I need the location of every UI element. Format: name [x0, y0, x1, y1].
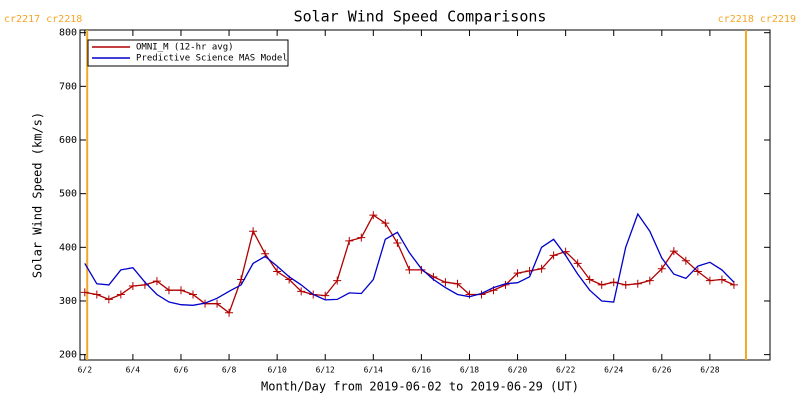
x-tick-label: 6/8	[222, 366, 237, 375]
data-point	[441, 278, 450, 287]
data-point	[164, 286, 173, 295]
y-tick-label: 500	[59, 189, 77, 200]
x-tick-label: 6/12	[316, 366, 335, 375]
data-point	[693, 267, 702, 276]
data-point	[152, 277, 161, 286]
legend-box	[87, 39, 289, 67]
data-point	[273, 267, 282, 276]
data-point	[705, 276, 714, 285]
y-tick-label: 300	[59, 296, 77, 307]
plot-frame	[79, 29, 771, 361]
data-point	[345, 236, 354, 245]
x-tick-label: 6/2	[78, 366, 93, 375]
data-point	[297, 287, 306, 296]
data-point	[573, 259, 582, 268]
rotation-label: cr2217 cr2218	[4, 14, 82, 25]
legend-label: OMNI_M (12-hr avg)	[136, 43, 234, 53]
x-tick-label: 6/10	[268, 366, 287, 375]
x-tick-label: 6/22	[556, 366, 575, 375]
data-point	[92, 290, 101, 299]
x-tick-label: 6/26	[652, 366, 671, 375]
data-point	[333, 276, 342, 285]
data-point	[609, 278, 618, 287]
series-line	[84, 212, 735, 306]
data-point	[681, 256, 690, 265]
x-tick-label: 6/14	[364, 366, 383, 375]
rotation-label: cr2218 cr2219	[718, 14, 796, 25]
x-axis-label: Month/Day from 2019-06-02 to 2019-06-29 …	[261, 380, 579, 394]
x-tick-label: 6/24	[604, 366, 623, 375]
data-point	[213, 299, 222, 308]
y-tick-label: 200	[59, 350, 77, 361]
data-point	[729, 280, 738, 289]
data-point	[393, 239, 402, 248]
data-point	[585, 275, 594, 284]
data-point	[513, 269, 522, 278]
data-point	[357, 233, 366, 242]
x-tick-label: 6/18	[460, 366, 479, 375]
data-point	[621, 280, 630, 289]
x-tick-label: 6/28	[700, 366, 719, 375]
data-point	[128, 281, 137, 290]
y-tick-label: 600	[59, 135, 77, 146]
data-point	[249, 227, 258, 236]
y-tick-label: 400	[59, 242, 77, 253]
data-point	[116, 290, 125, 299]
data-point	[321, 291, 330, 300]
data-point	[176, 286, 185, 295]
data-point	[633, 279, 642, 288]
data-point	[453, 279, 462, 288]
data-point	[717, 275, 726, 284]
x-tick-label: 6/4	[126, 366, 141, 375]
data-point	[405, 265, 414, 274]
series-line	[84, 214, 735, 314]
x-tick-label: 6/6	[174, 366, 189, 375]
chart-title: Solar Wind Speed Comparisons	[294, 8, 547, 26]
data-point	[381, 219, 390, 228]
data-point	[645, 276, 654, 285]
data-point	[537, 264, 546, 273]
x-tick-label: 6/16	[412, 366, 431, 375]
y-axis-label: Solar Wind Speed (km/s)	[31, 112, 45, 278]
data-point	[188, 290, 197, 299]
legend-label: Predictive Science MAS Model	[136, 54, 288, 64]
legend: OMNI_M (12-hr avg)Predictive Science MAS…	[87, 39, 289, 67]
data-point	[657, 264, 666, 273]
data-point	[549, 251, 558, 260]
data-point	[369, 211, 378, 220]
x-tick-label: 6/20	[508, 366, 527, 375]
data-point	[669, 247, 678, 256]
y-tick-label: 800	[59, 28, 77, 39]
y-tick-label: 700	[59, 81, 77, 92]
data-point	[80, 288, 89, 297]
data-point	[104, 295, 113, 304]
data-point	[225, 308, 234, 317]
data-point	[597, 280, 606, 289]
data-point	[417, 265, 426, 274]
